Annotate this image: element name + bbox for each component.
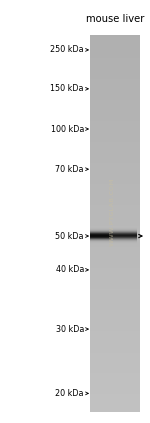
Text: WWW.PTGLAB.COM: WWW.PTGLAB.COM	[110, 177, 115, 246]
Text: 40 kDa: 40 kDa	[56, 265, 84, 275]
Text: 250 kDa: 250 kDa	[50, 45, 84, 55]
Text: 100 kDa: 100 kDa	[51, 124, 84, 134]
Text: 150 kDa: 150 kDa	[51, 84, 84, 93]
Text: 30 kDa: 30 kDa	[56, 324, 84, 334]
Text: mouse liver: mouse liver	[85, 14, 144, 24]
Text: 50 kDa: 50 kDa	[56, 231, 84, 241]
Text: 70 kDa: 70 kDa	[56, 165, 84, 174]
Text: 20 kDa: 20 kDa	[56, 389, 84, 398]
